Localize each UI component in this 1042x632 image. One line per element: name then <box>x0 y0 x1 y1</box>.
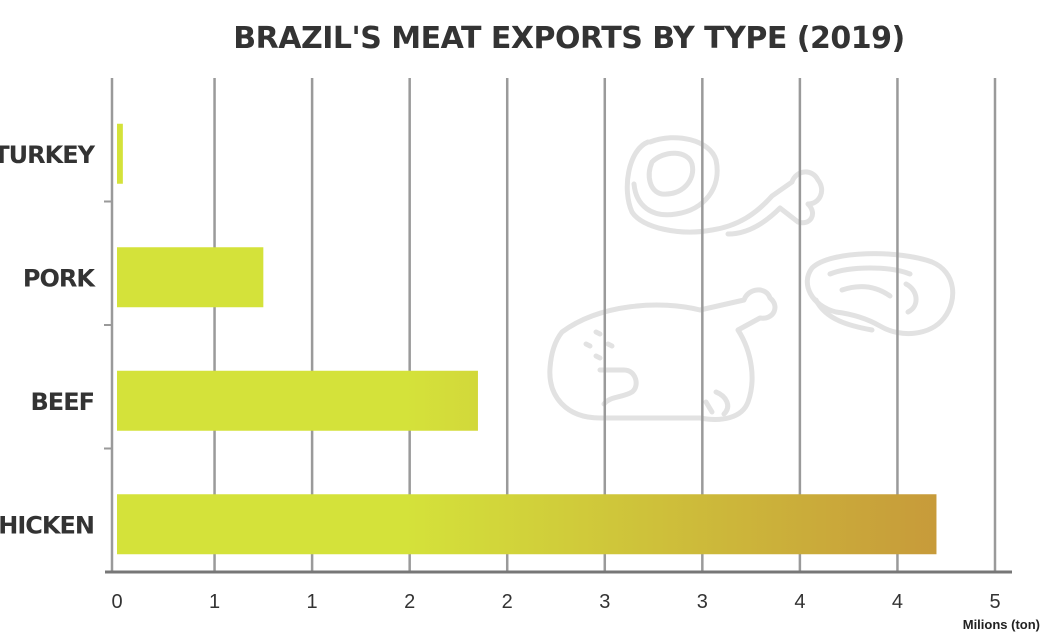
bars <box>117 123 937 555</box>
steak-icon <box>804 251 956 337</box>
y-axis-ticks <box>104 200 112 450</box>
chart-title: BRAZIL'S MEAT EXPORTS BY TYPE (2019) <box>233 21 904 56</box>
x-axis-title: Milions (ton) <box>963 617 1040 632</box>
bar-chicken <box>117 494 937 555</box>
category-label: BEEF <box>31 388 94 416</box>
x-tick-label: 4 <box>794 591 805 613</box>
x-tick-label: 4 <box>892 591 903 613</box>
x-tick-label: 5 <box>989 591 1000 613</box>
x-tick-label: 2 <box>502 591 513 613</box>
chicken-leg-icon <box>624 135 825 237</box>
x-tick-label: 1 <box>307 591 318 613</box>
bar-turkey <box>117 123 123 184</box>
category-label: CHICKEN <box>0 511 94 539</box>
x-tick-label: 1 <box>209 591 220 613</box>
x-tick-label: 0 <box>111 591 122 613</box>
bar-beef <box>117 370 478 431</box>
category-label: TURKEY <box>0 141 96 169</box>
roast-chicken-icon <box>547 287 778 422</box>
category-label: PORK <box>23 264 96 292</box>
x-tick-labels: 0 1 1 2 2 3 3 4 4 5 <box>111 591 1000 613</box>
x-tick-label: 2 <box>404 591 415 613</box>
category-labels: TURKEY PORK BEEF CHICKEN <box>0 141 97 540</box>
bar-pork <box>117 247 264 308</box>
grid-lines <box>110 78 997 572</box>
x-tick-label: 3 <box>599 591 610 613</box>
x-tick-label: 3 <box>697 591 708 613</box>
